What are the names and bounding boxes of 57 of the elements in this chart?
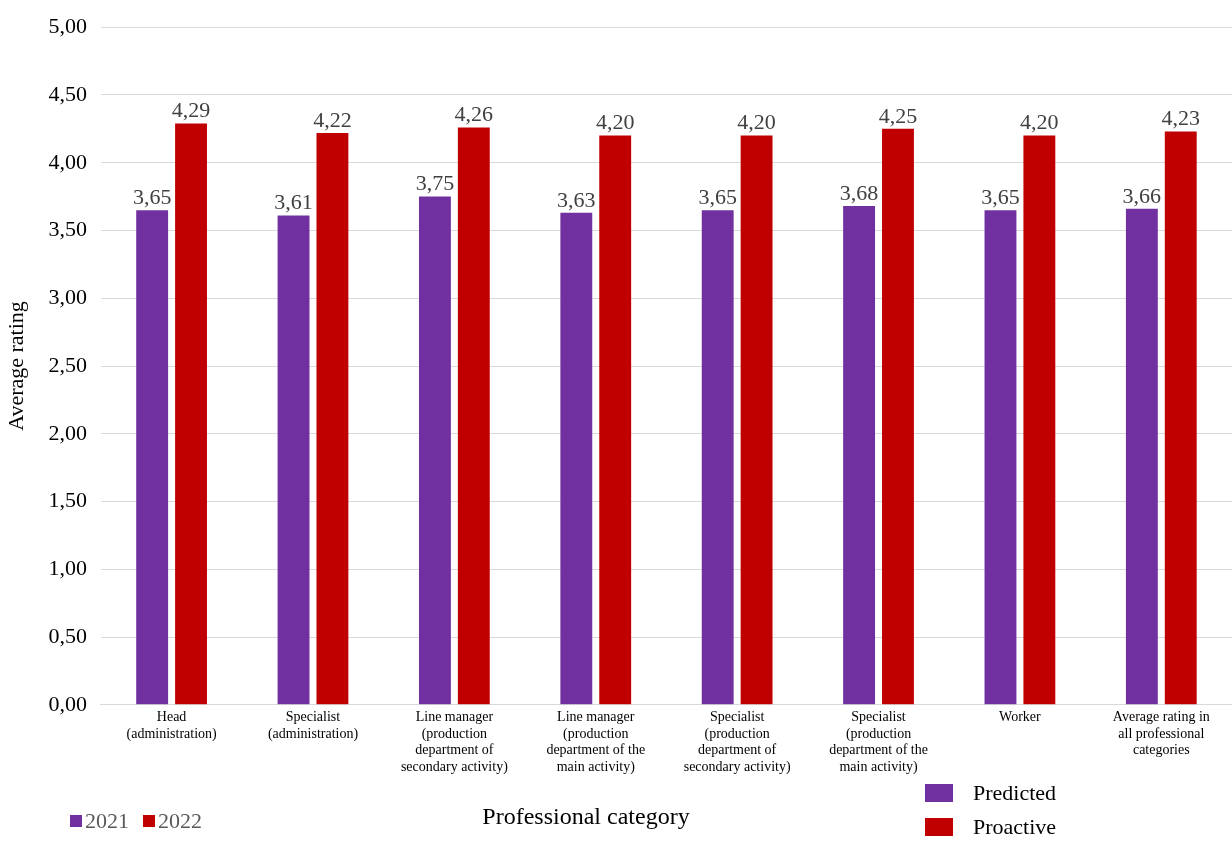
data-label: 4,22 xyxy=(313,106,352,132)
data-label: 3,68 xyxy=(839,179,879,205)
data-label: 3,65 xyxy=(698,183,737,209)
data-label: 4,26 xyxy=(454,101,494,127)
bar xyxy=(277,215,310,705)
data-label: 4,25 xyxy=(878,102,918,128)
text: Predicted xyxy=(973,780,1057,806)
data-label: 4,23 xyxy=(1161,105,1200,131)
data-label: 3,61 xyxy=(274,189,313,215)
bar xyxy=(843,206,876,705)
data-label: 3,75 xyxy=(415,170,455,196)
bar xyxy=(136,210,169,705)
bar xyxy=(316,132,349,705)
y-tick-label: 0,00 xyxy=(48,690,87,716)
legend-label: 2022 xyxy=(158,808,202,834)
legend-label: 2021 xyxy=(85,808,129,834)
y-tick-label: 3,00 xyxy=(48,284,87,310)
x-tick-label: Head (administration) xyxy=(126,708,218,742)
text: Proactive xyxy=(973,814,1057,840)
data-label: 4,20 xyxy=(1020,109,1059,135)
bar xyxy=(599,135,632,705)
x-tick-label: Specialist (administration) xyxy=(267,708,359,742)
x-tick-label: Average rating in all professional categories xyxy=(1112,708,1210,758)
data-label: 4,20 xyxy=(595,109,635,135)
bar xyxy=(175,123,207,705)
x-tick-label: Line manager (production department of the main activity) xyxy=(546,708,646,776)
data-label: 3,63 xyxy=(557,186,596,212)
data-label: 4,29 xyxy=(171,97,211,123)
x-tick-label: Specialist (production department of secondary activity) xyxy=(683,708,791,776)
bar xyxy=(560,212,593,705)
y-tick-label: 3,50 xyxy=(48,216,87,242)
bar xyxy=(418,196,451,705)
data-label: 4,20 xyxy=(737,109,776,135)
bar xyxy=(457,127,490,705)
y-axis-title: Average rating xyxy=(2,301,28,431)
x-tick-label: Worker xyxy=(999,708,1042,724)
x-tick-label: Specialist (production department of the main activity) xyxy=(829,708,928,776)
data-label: 3,66 xyxy=(1122,182,1162,208)
bar xyxy=(882,128,914,705)
data-label: 3,65 xyxy=(132,183,172,209)
y-tick-label: 1,00 xyxy=(48,555,87,581)
y-tick-label: 5,00 xyxy=(48,12,87,38)
bar xyxy=(1023,135,1056,705)
bar xyxy=(1164,131,1197,705)
bar xyxy=(701,210,734,705)
data-label: 3,65 xyxy=(981,183,1020,209)
y-tick-label: 0,50 xyxy=(48,622,87,648)
x-axis-title: Professional category xyxy=(482,803,690,829)
y-tick-label: 4,50 xyxy=(48,80,87,106)
y-tick-label: 1,50 xyxy=(48,487,87,513)
bar xyxy=(984,210,1017,705)
bar xyxy=(1125,208,1158,705)
y-tick-label: 4,00 xyxy=(48,148,87,174)
y-tick-label: 2,00 xyxy=(48,419,87,445)
y-tick-label: 2,50 xyxy=(48,351,87,377)
bar xyxy=(740,135,773,705)
x-tick-label: Line manager (production department of secondary activity) xyxy=(400,708,509,776)
